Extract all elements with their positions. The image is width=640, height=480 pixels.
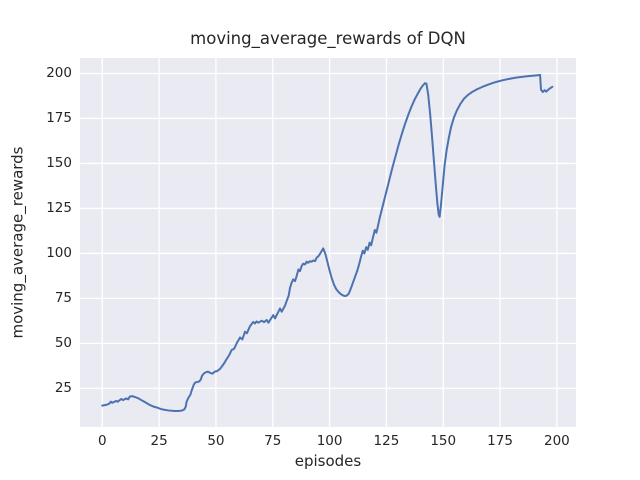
y-axis-label: moving_average_rewards (8, 146, 27, 339)
x-axis-label: episodes (294, 452, 362, 470)
y-tick-label: 200 (46, 65, 72, 82)
y-tick-label: 75 (54, 290, 72, 306)
reward-line (101, 73, 554, 412)
y-tick-label: 100 (46, 245, 72, 262)
x-tick-label: 175 (487, 433, 513, 449)
x-tick-label: 50 (207, 433, 225, 449)
x-tick-label: 125 (373, 433, 400, 449)
y-tick-label: 125 (46, 200, 72, 217)
y-tick-label: 175 (46, 110, 72, 127)
x-tick-label: 100 (316, 433, 343, 449)
plot-area (80, 57, 576, 428)
chart-title: moving_average_rewards of DQN (190, 29, 466, 48)
line-plot-svg (80, 57, 576, 428)
x-tick-label: 75 (264, 433, 282, 449)
x-tick-label: 200 (544, 433, 570, 449)
x-tick-label: 25 (150, 433, 168, 449)
y-tick-label: 25 (54, 379, 72, 396)
x-tick-label: 150 (430, 433, 457, 449)
x-tick-label: 0 (97, 433, 107, 449)
y-tick-label: 50 (54, 334, 72, 351)
y-tick-label: 150 (46, 155, 72, 172)
